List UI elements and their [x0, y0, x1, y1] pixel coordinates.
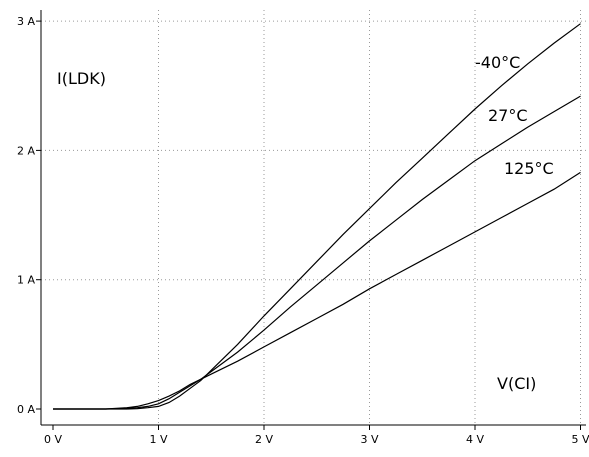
y-axis-label: I(LDK) [57, 69, 106, 88]
x-ticks: 0 V 1 V 2 V 3 V 4 V 5 V [44, 425, 589, 446]
series-curve [53, 171, 581, 410]
grid [41, 10, 586, 425]
x-tick-label: 0 V [44, 433, 62, 446]
x-tick-label: 5 V [571, 433, 589, 446]
x-tick-label: 1 V [149, 433, 167, 446]
y-tick-label: 1 A [17, 274, 35, 287]
x-tick-label: 2 V [255, 433, 273, 446]
x-tick-label: 3 V [360, 433, 378, 446]
curves [53, 23, 581, 410]
series-curve [53, 95, 581, 410]
x-tick-label: 4 V [466, 433, 484, 446]
y-tick-label: 2 A [17, 144, 35, 157]
series-labels: -40°C 27°C 125°C [475, 53, 554, 178]
x-axis-label: V(CI) [497, 374, 536, 393]
axes [40, 10, 586, 426]
y-tick-label: 3 A [17, 15, 35, 28]
series-label: -40°C [475, 53, 520, 72]
series-label: 27°C [488, 106, 528, 125]
series-label: 125°C [504, 159, 554, 178]
y-tick-label: 0 A [17, 403, 35, 416]
series-curve [53, 23, 581, 410]
y-ticks: 0 A 1 A 2 A 3 A [17, 15, 41, 416]
